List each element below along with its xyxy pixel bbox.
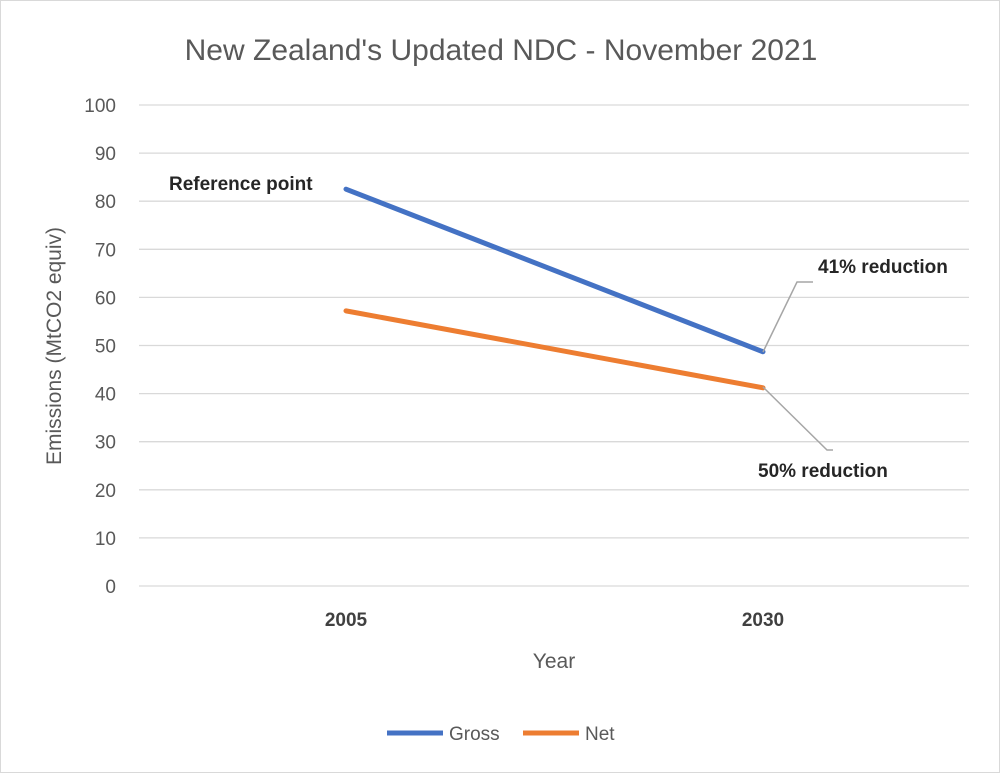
net-reduction-leader	[762, 386, 833, 451]
gridlines	[139, 104, 969, 587]
chart-title: New Zealand's Updated NDC - November 202…	[185, 34, 818, 67]
y-tick-label-20: 20	[95, 481, 116, 502]
y-tick-label-40: 40	[95, 385, 116, 406]
reference-point-label: Reference point	[169, 174, 313, 195]
y-axis-ticks: 0 10 20 30 40 50 60 70 80 90 100	[84, 96, 116, 598]
y-tick-label-80: 80	[95, 192, 116, 213]
legend-label-net: Net	[585, 724, 615, 745]
legend: Gross Net	[387, 724, 615, 745]
x-axis-label: Year	[533, 650, 575, 673]
series-lines	[343, 186, 766, 391]
y-tick-label-100: 100	[84, 96, 116, 117]
y-axis-label: Emissions (MtCO2 equiv)	[43, 227, 66, 465]
x-axis-ticks: 2005 2030	[325, 610, 784, 631]
y-tick-label-70: 70	[95, 240, 116, 261]
gross-reduction-leader	[762, 281, 813, 353]
y-tick-label-50: 50	[95, 337, 116, 358]
series-line-gross	[343, 186, 766, 355]
y-tick-label-30: 30	[95, 433, 116, 454]
y-tick-label-60: 60	[95, 288, 116, 309]
legend-label-gross: Gross	[449, 724, 500, 745]
y-tick-label-10: 10	[95, 529, 116, 550]
gross-reduction-label: 41% reduction	[818, 257, 948, 278]
x-tick-label-2005: 2005	[325, 610, 368, 631]
x-tick-label-2030: 2030	[742, 610, 784, 631]
series-line-net	[343, 308, 766, 391]
y-tick-label-90: 90	[95, 144, 116, 165]
net-reduction-label: 50% reduction	[758, 461, 888, 482]
y-tick-label-0: 0	[105, 577, 116, 598]
